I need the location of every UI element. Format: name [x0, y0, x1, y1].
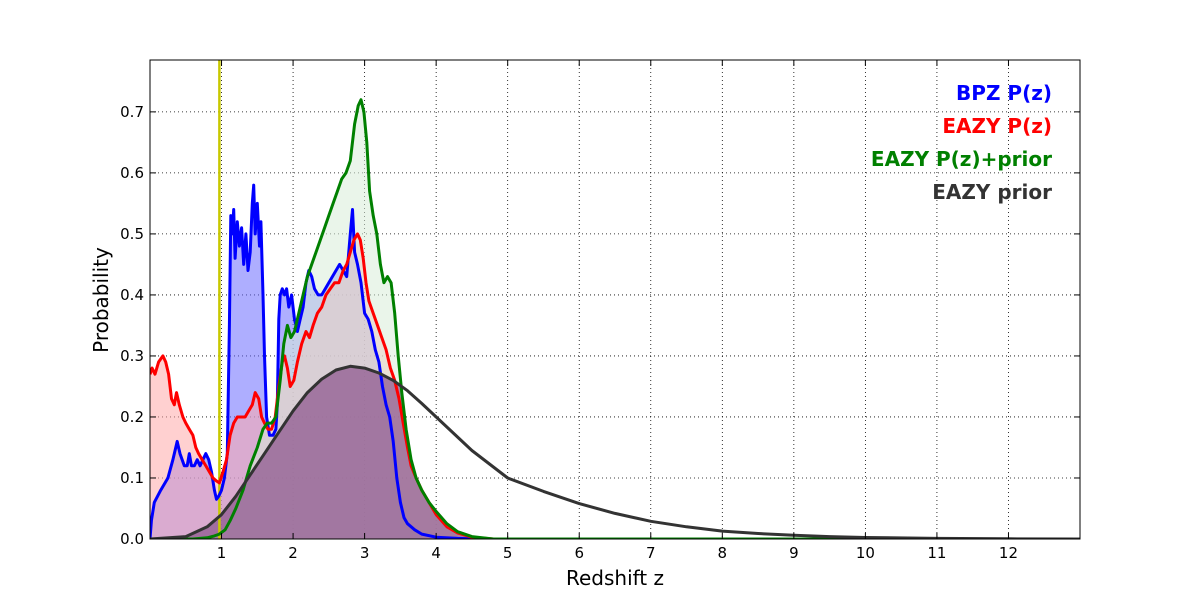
legend-entry: EAZY P(z): [942, 114, 1052, 138]
y-axis-title: Probability: [89, 247, 113, 353]
legend-entry: EAZY prior: [932, 180, 1052, 204]
y-tick-label: 0.6: [120, 164, 144, 182]
x-tick-label: 12: [999, 544, 1018, 562]
x-tick-label: 1: [217, 544, 227, 562]
axis-ticks: 1 2 3 4 5 6 7 8 9 10 11 120.00.10.20.30.40.50.60.7: [120, 60, 1080, 562]
y-tick-label: 0.1: [120, 469, 144, 487]
x-tick-label: 8: [718, 544, 728, 562]
series-lines: [150, 98, 1080, 539]
x-tick-label: 7: [646, 544, 656, 562]
x-tick-label: 11: [927, 544, 946, 562]
y-tick-label: 0.0: [120, 530, 144, 548]
plot-frame: [149, 59, 1081, 540]
series-line-eazy-p-z-prior: [150, 98, 1080, 539]
legend: BPZ P(z) EAZY P(z) EAZY P(z)+prior EAZY pri…: [871, 81, 1052, 204]
x-tick-label: 9: [789, 544, 799, 562]
y-tick-label: 0.4: [120, 286, 144, 304]
x-tick-label: 4: [431, 544, 441, 562]
x-tick-label: 5: [503, 544, 513, 562]
x-tick-label: 2: [288, 544, 298, 562]
legend-entry: EAZY P(z)+prior: [871, 147, 1052, 171]
y-tick-label: 0.5: [120, 225, 144, 243]
legend-entry: BPZ P(z): [956, 81, 1052, 105]
series-line-eazy-p-z: [150, 232, 1080, 539]
series-line-eazy-prior: [150, 364, 1080, 539]
x-tick-label: 3: [360, 544, 370, 562]
y-tick-label: 0.2: [120, 408, 144, 426]
x-tick-label: 6: [574, 544, 584, 562]
y-tick-label: 0.7: [120, 103, 144, 121]
x-axis-title: Redshift z: [566, 566, 664, 590]
y-tick-label: 0.3: [120, 347, 144, 365]
x-tick-label: 10: [856, 544, 875, 562]
